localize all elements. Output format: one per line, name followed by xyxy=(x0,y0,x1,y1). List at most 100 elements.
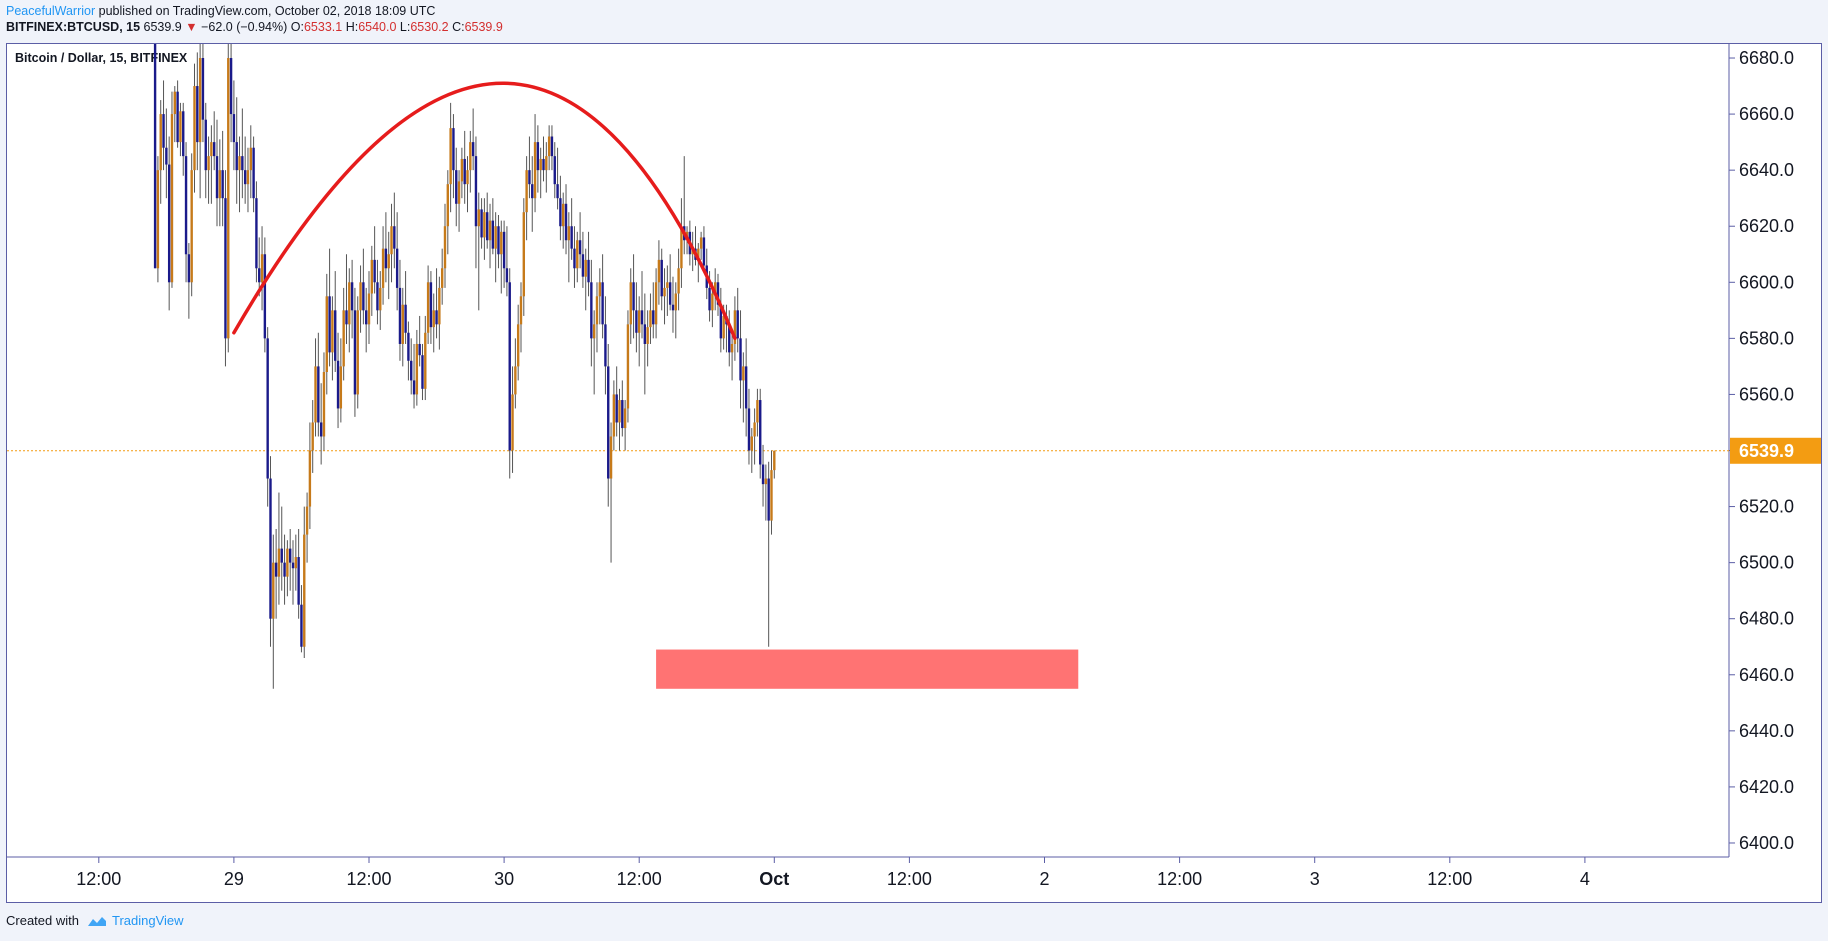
candle-body xyxy=(590,282,593,339)
candle-body xyxy=(255,198,258,269)
y-tick-label: 6400.0 xyxy=(1739,833,1794,853)
candle-body xyxy=(182,111,185,157)
candle-body xyxy=(463,158,466,185)
candle-body xyxy=(288,548,292,563)
x-tick-label: 29 xyxy=(224,869,244,889)
candle-body xyxy=(187,254,191,283)
candle-body xyxy=(277,548,281,577)
candle-body xyxy=(204,119,207,171)
candle-body xyxy=(533,142,537,199)
candle-body xyxy=(325,296,328,373)
candle-body xyxy=(761,464,765,485)
candle-body xyxy=(384,248,388,269)
candle-body xyxy=(469,142,472,171)
candle-body xyxy=(595,296,599,325)
candle-body xyxy=(370,259,374,294)
candle-body xyxy=(486,212,489,241)
candle-body xyxy=(626,324,630,409)
candle-body xyxy=(646,327,649,344)
chart-container[interactable]: 6680.0 6660.0 6640.0 6620.0 6600.0 6580.0 6560… xyxy=(6,43,1822,903)
candle-body xyxy=(196,86,199,143)
candle-body xyxy=(373,259,376,283)
candle-body xyxy=(638,310,641,333)
candle-body xyxy=(176,91,179,143)
candle-body xyxy=(167,164,171,283)
candle-body xyxy=(716,282,720,305)
y-tick-label: 6580.0 xyxy=(1739,328,1794,348)
candle-body xyxy=(635,310,638,333)
candle-body xyxy=(452,128,455,171)
candle-body xyxy=(252,147,255,199)
candle-body xyxy=(291,562,295,569)
tradingview-brand[interactable]: TradingView xyxy=(85,913,184,928)
candle-body xyxy=(483,212,486,238)
candle-body xyxy=(604,324,607,367)
candle-body xyxy=(519,296,523,325)
candle-body xyxy=(455,170,458,204)
price-chart[interactable]: 6680.0 6660.0 6640.0 6620.0 6600.0 6580.0 6560… xyxy=(7,44,1823,904)
candle-body xyxy=(553,156,556,185)
candle-body xyxy=(305,506,309,535)
candle-body xyxy=(609,436,613,479)
last-price-text: 6539.9 xyxy=(143,20,182,34)
candle-body xyxy=(621,400,624,429)
down-arrow-icon: ▼ xyxy=(185,20,198,34)
candle-body xyxy=(728,324,731,353)
candle-body xyxy=(300,604,303,647)
candle-body xyxy=(153,44,157,269)
candle-body xyxy=(184,156,188,255)
candle-body xyxy=(528,170,531,185)
candle-body xyxy=(491,220,495,249)
candle-body xyxy=(736,310,739,339)
candle-body xyxy=(525,170,528,213)
candle-body xyxy=(348,282,351,325)
candle-body xyxy=(598,282,601,297)
y-tick-label: 6680.0 xyxy=(1739,48,1794,68)
candle-body xyxy=(767,478,770,521)
candle-body xyxy=(488,220,492,241)
candle-body xyxy=(466,170,469,185)
candle-body xyxy=(562,203,565,227)
candle-body xyxy=(742,366,745,381)
candle-body xyxy=(713,282,717,294)
symbol-label: BITFINEX:BTCUSD, 15 xyxy=(6,20,141,34)
candle-body xyxy=(612,394,616,437)
high-label: H: xyxy=(345,20,359,34)
candle-body xyxy=(607,366,610,479)
candle-body xyxy=(550,136,554,157)
high-value: 6540.0 xyxy=(358,20,397,34)
candle-body xyxy=(443,226,447,269)
candle-body xyxy=(480,209,483,238)
candle-body xyxy=(494,226,497,249)
y-tick-label: 6480.0 xyxy=(1739,609,1794,629)
created-with-text: Created with xyxy=(6,913,79,928)
candle-body xyxy=(643,324,647,344)
chart-title: Bitcoin / Dollar, 15, BITFINEX xyxy=(15,51,188,65)
candle-body xyxy=(719,304,723,339)
candle-body xyxy=(536,142,540,171)
candle-body xyxy=(334,310,337,361)
candle-body xyxy=(190,170,193,283)
y-tick-label: 6620.0 xyxy=(1739,216,1794,236)
candle-body xyxy=(711,293,714,311)
last-price-badge xyxy=(1730,437,1821,464)
published-text: published on TradingView.com, October 02… xyxy=(98,4,436,18)
y-tick-label: 6600.0 xyxy=(1739,272,1794,292)
candle-body xyxy=(193,86,196,171)
candle-body xyxy=(542,158,545,171)
candle-body xyxy=(699,237,703,249)
candle-body xyxy=(668,282,672,305)
candle-body xyxy=(722,315,725,339)
candle-body xyxy=(260,254,264,283)
candle-body xyxy=(660,259,663,297)
author-link[interactable]: PeacefulWarrior xyxy=(6,4,96,18)
candle-body xyxy=(387,254,390,269)
tradingview-cloud-icon xyxy=(87,916,106,926)
low-value: 6530.2 xyxy=(410,20,449,34)
candle-body xyxy=(460,158,464,182)
candles-group xyxy=(153,44,776,689)
candle-body xyxy=(297,557,300,605)
candle-body xyxy=(747,408,751,451)
candle-body xyxy=(317,366,320,423)
candle-body xyxy=(311,422,314,451)
